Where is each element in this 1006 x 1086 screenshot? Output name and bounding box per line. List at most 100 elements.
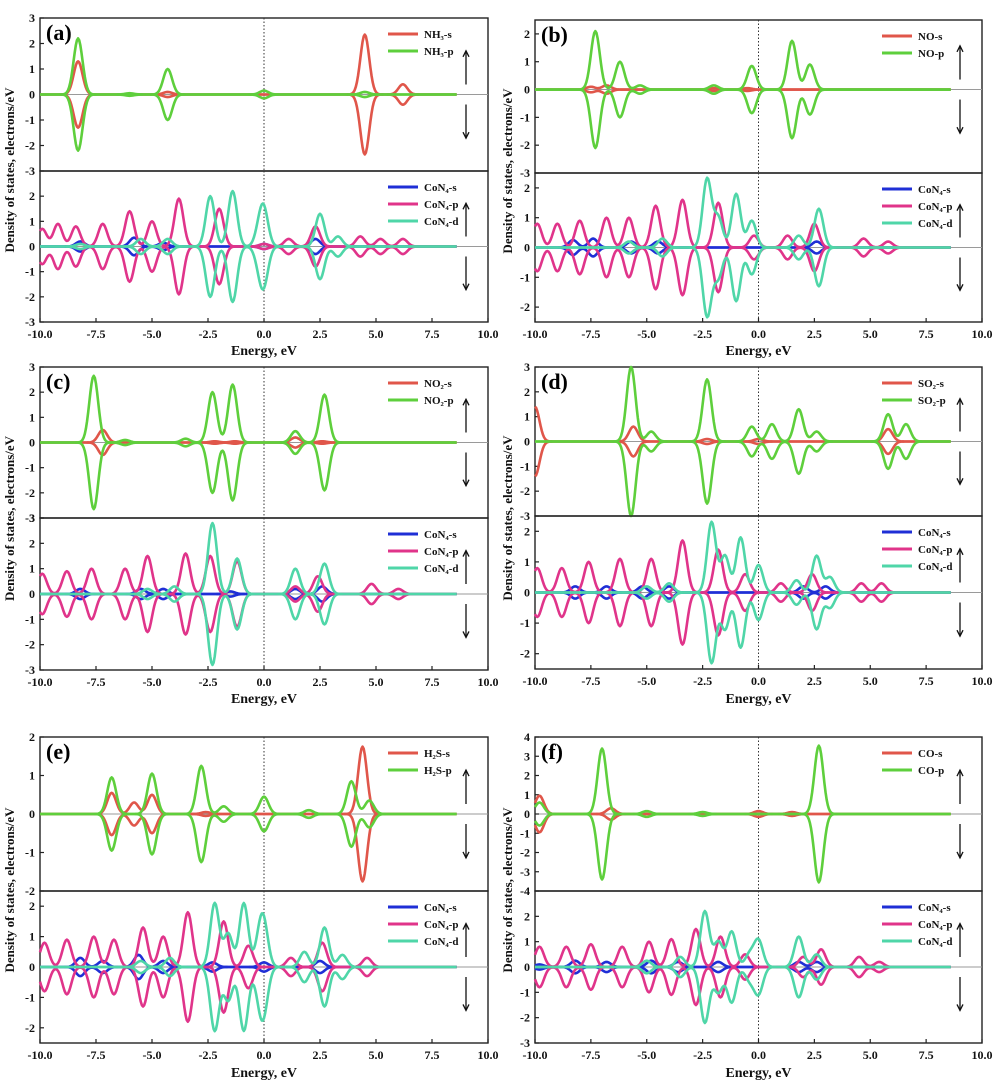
series-line-down-2 [39,592,457,667]
x-tick-label: -2.5 [693,674,712,688]
y-tick-label: 0 [524,586,530,600]
x-axis-label: Energy, eV [725,1066,791,1081]
y-tick-label: -3 [520,1036,530,1050]
legend-label: CoN₄-d [918,561,952,573]
x-tick-label: -5.0 [143,675,162,689]
spin-down-arrowhead [462,479,470,488]
y-tick-label: -1 [25,265,35,279]
spin-up-arrowhead [462,397,470,406]
y-tick-label: -2 [520,138,530,152]
x-tick-label: -2.5 [693,1048,712,1062]
y-tick-label: -1 [25,612,35,626]
legend-label: NO-s [918,31,943,43]
legend-label: CoN₄-p [424,546,458,558]
y-tick-label: -1 [25,461,35,475]
y-tick-label: -2 [520,484,530,498]
x-tick-label: 10.0 [972,327,993,341]
series-line-down-2 [534,965,951,1025]
y-tick-label: 0 [29,240,35,254]
legend-label: NO₂-p [424,395,454,407]
series-line-down-2 [534,591,951,665]
legend-label: CoN₄-p [918,919,952,931]
legend-label: CoN₄-p [424,199,458,211]
panel-label: (e) [46,739,70,764]
x-tick-label: -2.5 [693,327,712,341]
spin-down-arrowhead [956,477,964,486]
y-axis-label: Density of states, electrons/eV [500,435,515,601]
x-tick-label: -10.0 [28,675,53,689]
y-tick-label: 3 [29,360,35,374]
legend-label: NH₃-s [424,29,452,41]
series-line-down-2 [39,965,457,1033]
y-tick-label: 0 [29,436,35,450]
legend-label: CoN₄-p [918,201,952,213]
y-axis-label: Density of states, electrons/eV [500,88,515,254]
x-tick-label: -7.5 [581,674,600,688]
spin-up-arrowhead [956,547,964,556]
y-tick-label: 0 [29,960,35,974]
panel-d: 3 2 1 0 -1 -2 -3 SO₂-s SO₂-p 2 1 0 -1 -2 CoN₄-s CoN₄-p C… [500,360,993,707]
series-line-down-2 [534,246,951,319]
y-tick-label: 0 [524,960,530,974]
y-axis-label: Density of states, electrons/eV [500,807,515,973]
x-tick-label: 0.0 [257,675,272,689]
y-tick-label: -2 [520,846,530,860]
y-tick-label: -2 [520,300,530,314]
series-line-down-1 [533,246,951,297]
x-tick-label: 7.5 [919,1048,934,1062]
spin-up-arrowhead [956,768,964,777]
x-axis-label: Energy, eV [231,692,297,707]
y-tick-label: 0 [524,241,530,255]
spin-up-arrowhead [462,768,470,777]
x-axis-label: Energy, eV [231,1066,297,1081]
panel-label: (b) [541,22,568,47]
series-line-up-1 [38,197,457,248]
y-tick-label: -1 [25,113,35,127]
x-tick-label: 10.0 [972,674,993,688]
y-tick-label: -1 [520,110,530,124]
y-tick-label: -2 [25,139,35,153]
x-axis-label: Energy, eV [725,344,791,359]
spin-up-arrowhead [462,201,470,210]
x-tick-label: -5.0 [637,327,656,341]
y-tick-label: 2 [524,909,530,923]
x-tick-label: 5.0 [369,327,384,341]
y-tick-label: -1 [520,459,530,473]
y-axis-label: Density of states, electrons/eV [2,87,17,253]
legend-label: CoN₄-d [424,936,458,948]
spin-down-arrowhead [462,283,470,292]
legend-label: CoN₄-d [918,936,952,948]
series-line-up-2 [39,901,457,969]
x-tick-label: 0.0 [751,674,766,688]
y-tick-label: 1 [524,410,530,424]
legend-label: CO-s [918,748,943,760]
y-tick-label: 0 [29,587,35,601]
legend-label: CoN₄-s [424,182,457,194]
series-line-up-0 [534,405,951,443]
legend-label: CoN₄-d [918,218,952,230]
spin-up-arrowhead [956,203,964,212]
x-tick-label: 0.0 [751,327,766,341]
series-line-up-0 [39,745,457,816]
legend-label: SO₂-p [918,395,946,407]
x-tick-label: -7.5 [87,675,106,689]
x-tick-label: -10.0 [523,327,548,341]
series-line-up-0 [39,33,457,96]
spin-up-arrowhead [956,44,964,53]
x-tick-label: 2.5 [313,327,328,341]
y-tick-label: -1 [520,270,530,284]
x-tick-label: -10.0 [28,1048,53,1062]
y-tick-label: 1 [29,410,35,424]
series-line-down-1 [38,245,457,296]
x-tick-label: 0.0 [257,1048,272,1062]
x-tick-label: 5.0 [369,1048,384,1062]
series-line-down-1 [533,812,951,884]
y-tick-label: 2 [29,730,35,744]
y-tick-label: 2 [524,385,530,399]
y-tick-label: -1 [25,846,35,860]
x-tick-label: -5.0 [143,1048,162,1062]
legend-label: SO₂-s [918,378,945,390]
y-tick-label: 1 [29,930,35,944]
y-tick-label: 1 [29,62,35,76]
spin-down-arrowhead [956,283,964,292]
